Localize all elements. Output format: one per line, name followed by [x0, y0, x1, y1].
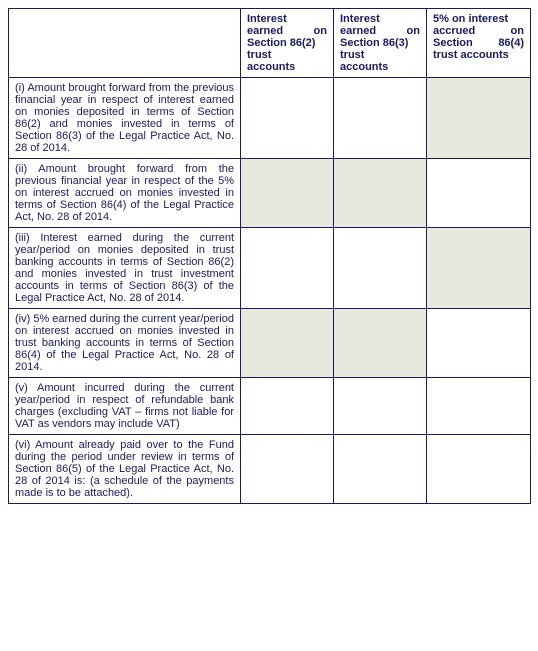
- header-col-2-line4: trust: [340, 49, 420, 61]
- header-col-2-line3: Section 86(3): [340, 37, 420, 49]
- table-row: (v) Amount incurred during the current y…: [9, 378, 531, 435]
- value-cell: [334, 78, 427, 159]
- header-col-2-line1: Interest: [340, 13, 420, 25]
- value-cell: [334, 435, 427, 504]
- value-cell: [241, 378, 334, 435]
- row-description: (ii) Amount brought forward from the pre…: [9, 159, 241, 228]
- header-col-1-line5: accounts: [247, 61, 327, 73]
- row-description: (vi) Amount already paid over to the Fun…: [9, 435, 241, 504]
- header-row: Interest earned on Section 86(2) trust a…: [9, 9, 531, 78]
- value-cell: [334, 309, 427, 378]
- header-col-1-line3: Section 86(2): [247, 37, 327, 49]
- value-cell: [241, 309, 334, 378]
- header-col-2: Interest earned on Section 86(3) trust a…: [334, 9, 427, 78]
- value-cell: [241, 228, 334, 309]
- value-cell: [427, 78, 531, 159]
- value-cell: [334, 159, 427, 228]
- header-col-3-line1: 5% on interest: [433, 13, 524, 25]
- value-cell: [241, 159, 334, 228]
- header-col-1-line2: earned on: [247, 25, 327, 37]
- table-row: (iii) Interest earned during the current…: [9, 228, 531, 309]
- value-cell: [241, 435, 334, 504]
- row-description: (iii) Interest earned during the current…: [9, 228, 241, 309]
- value-cell: [334, 228, 427, 309]
- header-col-3-line4: trust accounts: [433, 49, 524, 61]
- value-cell: [427, 309, 531, 378]
- header-col-2-line5: accounts: [340, 61, 420, 73]
- header-col-3: 5% on interest accrued on Section 86(4) …: [427, 9, 531, 78]
- row-description: (v) Amount incurred during the current y…: [9, 378, 241, 435]
- value-cell: [427, 159, 531, 228]
- header-col-1-line4: trust: [247, 49, 327, 61]
- trust-accounts-table: Interest earned on Section 86(2) trust a…: [8, 8, 531, 504]
- header-col-3-line3: Section 86(4): [433, 37, 524, 49]
- table-row: (iv) 5% earned during the current year/p…: [9, 309, 531, 378]
- table-row: (vi) Amount already paid over to the Fun…: [9, 435, 531, 504]
- value-cell: [334, 378, 427, 435]
- header-blank: [9, 9, 241, 78]
- table-row: (ii) Amount brought forward from the pre…: [9, 159, 531, 228]
- value-cell: [241, 78, 334, 159]
- row-description: (i) Amount brought forward from the prev…: [9, 78, 241, 159]
- header-col-3-line2: accrued on: [433, 25, 524, 37]
- header-col-1: Interest earned on Section 86(2) trust a…: [241, 9, 334, 78]
- value-cell: [427, 228, 531, 309]
- row-description: (iv) 5% earned during the current year/p…: [9, 309, 241, 378]
- table-row: (i) Amount brought forward from the prev…: [9, 78, 531, 159]
- header-col-1-line1: Interest: [247, 13, 327, 25]
- value-cell: [427, 435, 531, 504]
- header-col-2-line2: earned on: [340, 25, 420, 37]
- value-cell: [427, 378, 531, 435]
